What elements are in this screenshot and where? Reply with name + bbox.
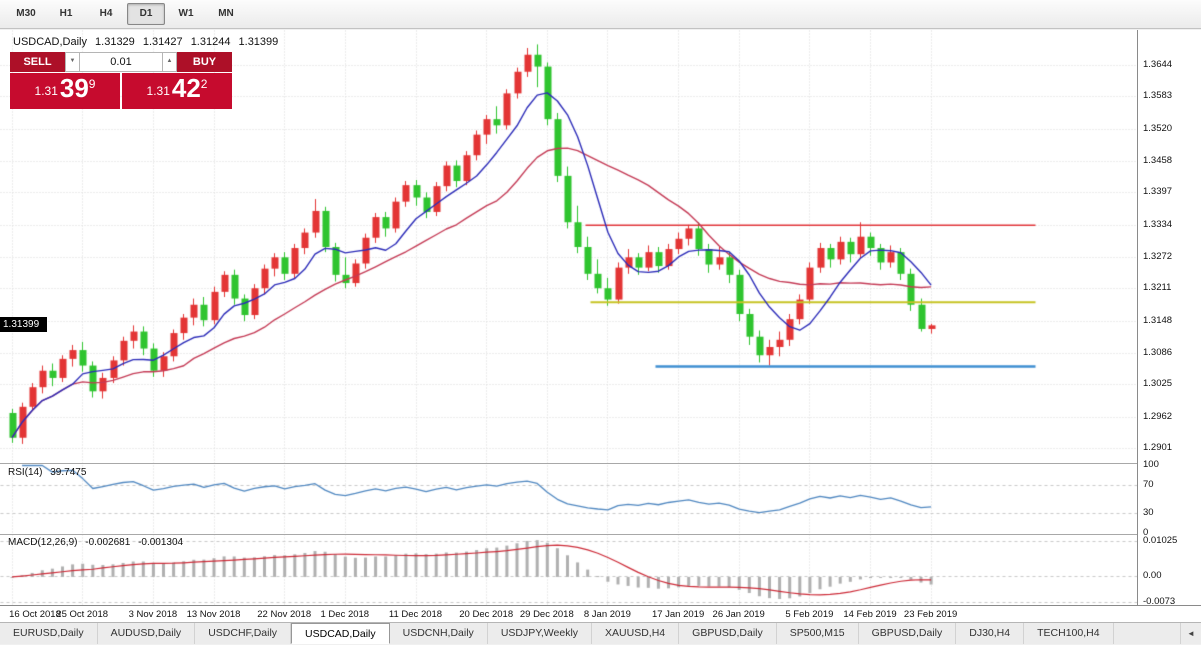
time-axis-label: 8 Jan 2019: [583, 609, 631, 620]
tab-scroll-left-button[interactable]: ◄: [1180, 623, 1201, 644]
time-axis-label: 29 Dec 2018: [519, 609, 574, 620]
time-axis-label: 1 Dec 2018: [320, 609, 370, 620]
rsi-axis-label: 70: [1143, 479, 1154, 491]
price-axis-label: 1.3148: [1143, 314, 1173, 326]
timeframe-button-mn[interactable]: MN: [218, 8, 234, 19]
chart-tab-dj30-h4[interactable]: DJ30,H4: [956, 623, 1025, 644]
time-axis-label: 25 Oct 2018: [56, 609, 109, 620]
chart-tab-eurusd-daily[interactable]: EURUSD,Daily: [0, 623, 98, 644]
chart-tab-xauusd-h4[interactable]: XAUUSD,H4: [592, 623, 680, 644]
ohlc-high: 1.31427: [142, 36, 183, 48]
rsi-axis-label: 100: [1143, 459, 1159, 470]
macd-axis-label: 0.01025: [1143, 535, 1178, 547]
ohlc-low: 1.31244: [190, 36, 231, 48]
rsi-axis-label: 30: [1143, 506, 1154, 518]
price-axis[interactable]: 1.3644 1.3583 1.3520 1.3458 1.3397 1.3334 1.32…: [1137, 30, 1201, 607]
buy-price-pips: 42: [171, 73, 201, 103]
chart-tab-bar: EURUSD,Daily AUDUSD,Daily USDCHF,Daily USDC…: [0, 622, 1201, 644]
chart-canvas[interactable]: [0, 30, 1137, 605]
sell-price-tile[interactable]: 1.31 39 9: [10, 73, 120, 109]
price-axis-label: 1.3025: [1143, 378, 1173, 390]
timeframe-button-m30[interactable]: M30: [16, 8, 36, 19]
price-axis-label: 1.3397: [1143, 186, 1173, 198]
time-axis-label: 17 Jan 2019: [651, 609, 705, 620]
macd-axis-label: 0.00: [1143, 570, 1162, 582]
sell-price-base: 1.31: [34, 84, 58, 98]
time-axis-label: 3 Nov 2018: [128, 609, 178, 620]
time-axis[interactable]: 16 Oct 2018 25 Oct 2018 3 Nov 2018 13 Nov 2…: [0, 605, 1201, 622]
price-axis-label: 1.3211: [1143, 282, 1172, 294]
chart-tab-usdchf-daily[interactable]: USDCHF,Daily: [195, 623, 292, 644]
price-axis-label: 1.3272: [1143, 250, 1173, 262]
chart-window: USDCAD,Daily 1.31329 1.31427 1.31244 1.3…: [0, 30, 1201, 622]
buy-price-point: 2: [200, 77, 208, 91]
chart-ohlc-header: USDCAD,Daily 1.31329 1.31427 1.31244 1.3…: [13, 36, 283, 48]
time-axis-label: 20 Dec 2018: [459, 609, 514, 620]
price-axis-label: 1.3583: [1143, 90, 1173, 102]
chart-tab-usdjpy-weekly[interactable]: USDJPY,Weekly: [488, 623, 593, 644]
chart-tab-audusd-daily[interactable]: AUDUSD,Daily: [98, 623, 196, 644]
price-axis-label: 1.3334: [1143, 218, 1173, 230]
ohlc-open: 1.31329: [95, 36, 135, 48]
timeframe-button-h4[interactable]: H4: [99, 8, 113, 19]
chart-tab-usdcad-daily[interactable]: USDCAD,Daily: [291, 623, 390, 644]
sell-price-pips: 39: [59, 73, 89, 103]
rsi-pane-label: RSI(14) 39.7475: [8, 467, 91, 478]
time-axis-label: 22 Nov 2018: [257, 609, 312, 620]
timeframe-toolbar: M30 H1 H4 D1 W1 MN: [0, 0, 1201, 29]
price-axis-label: 1.2901: [1143, 442, 1173, 454]
time-axis-label: 11 Dec 2018: [388, 609, 443, 620]
macd-axis-label: -0.0073: [1143, 595, 1176, 607]
pane-splitter[interactable]: [0, 463, 1201, 464]
rsi-title: RSI(14): [8, 467, 43, 478]
chart-tab-usdcnh-daily[interactable]: USDCNH,Daily: [390, 623, 488, 644]
time-axis-label: 13 Nov 2018: [186, 609, 241, 620]
price-axis-label: 1.3086: [1143, 346, 1173, 358]
volume-decrease-button[interactable]: ▼: [65, 52, 80, 72]
timeframe-button-d1[interactable]: D1: [127, 3, 165, 25]
volume-input[interactable]: 0.01: [80, 52, 162, 72]
sell-button[interactable]: SELL: [10, 52, 65, 72]
buy-button[interactable]: BUY: [177, 52, 232, 72]
buy-price-base: 1.31: [146, 84, 170, 98]
current-price-tag: 1.31399: [0, 317, 47, 332]
time-axis-label: 16 Oct 2018: [9, 609, 61, 620]
volume-increase-button[interactable]: ▲: [162, 52, 177, 72]
time-axis-label: 23 Feb 2019: [903, 609, 958, 620]
time-axis-label: 14 Feb 2019: [843, 609, 897, 620]
pane-splitter[interactable]: [0, 534, 1201, 535]
price-axis-label: 1.3458: [1143, 154, 1173, 166]
one-click-trading-panel: SELL ▼ 0.01 ▲ BUY 1.31 39 9 1.31 42 2: [10, 52, 232, 109]
price-axis-label: 1.3644: [1143, 59, 1173, 71]
chart-symbol-label: USDCAD,Daily: [13, 36, 87, 48]
price-axis-label: 1.2962: [1143, 410, 1173, 422]
chart-tab-gbpusd-daily[interactable]: GBPUSD,Daily: [859, 623, 957, 644]
rsi-value: 39.7475: [50, 467, 87, 478]
rsi-axis-label: 0: [1143, 527, 1149, 538]
timeframe-button-h1[interactable]: H1: [59, 8, 73, 19]
macd-pane-label: MACD(12,26,9) -0.002681 -0.001304: [8, 537, 188, 548]
ohlc-close: 1.31399: [238, 36, 279, 48]
chart-tab-sp500-m15[interactable]: SP500,M15: [777, 623, 859, 644]
macd-main-value: -0.002681: [85, 537, 131, 548]
buy-price-tile[interactable]: 1.31 42 2: [122, 73, 232, 109]
price-axis-label: 1.3520: [1143, 122, 1173, 134]
time-axis-label: 26 Jan 2019: [712, 609, 765, 620]
macd-title: MACD(12,26,9): [8, 537, 78, 548]
timeframe-button-w1[interactable]: W1: [178, 8, 194, 19]
chart-tab-tech100-h4[interactable]: TECH100,H4: [1024, 623, 1114, 644]
chart-tab-gbpusd-daily[interactable]: GBPUSD,Daily: [679, 623, 777, 644]
macd-signal-value: -0.001304: [138, 537, 184, 548]
time-axis-label: 5 Feb 2019: [785, 609, 834, 620]
sell-price-point: 9: [88, 77, 96, 91]
